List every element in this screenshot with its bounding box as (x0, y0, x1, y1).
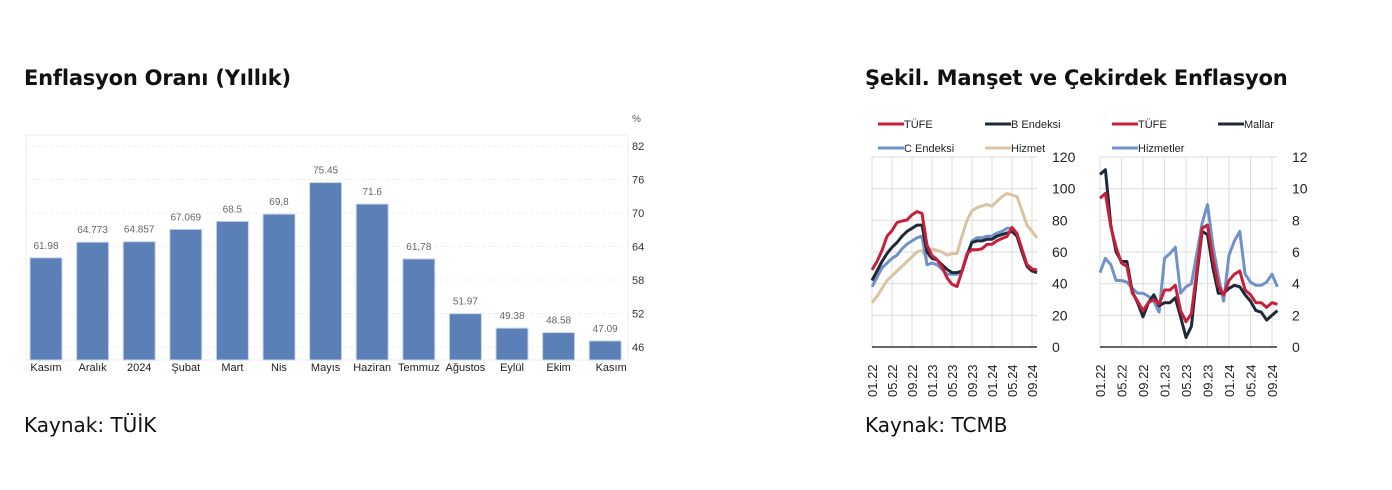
x-tick-label: 09.23 (1201, 364, 1216, 397)
x-tick-label: 01.24 (985, 364, 1000, 397)
x-tick-label: Temmuz (398, 362, 440, 374)
bar-value-label: 47.09 (593, 324, 618, 335)
legend-label: B Endeksi (1011, 119, 1061, 131)
x-tick-label: Nis (271, 362, 287, 374)
y-tick-label: 100 (1052, 181, 1076, 197)
y-tick-label: 6 (1292, 244, 1300, 260)
bar-value-label: 61,78 (406, 242, 431, 253)
legend-label: Mallar (1244, 119, 1274, 131)
x-tick-label: Mayıs (311, 362, 341, 374)
legend-label: C Endeksi (904, 143, 954, 155)
bar-value-label: 64.857 (124, 225, 155, 236)
y-tick-label: 82 (632, 141, 644, 153)
x-tick-label: 05.22 (1115, 364, 1130, 397)
x-tick-label: Ekim (546, 362, 570, 374)
bar-value-label: 71.6 (362, 187, 382, 198)
bar-value-label: 64.773 (77, 225, 108, 236)
legend-label: Hizmet (1011, 143, 1045, 155)
x-tick-label: 01.23 (925, 364, 940, 397)
x-tick-label: Mart (221, 362, 243, 374)
y-tick-label: 12 (1292, 149, 1308, 165)
x-tick-label: 01.22 (865, 364, 880, 397)
x-tick-label: 09.24 (1265, 364, 1280, 397)
left-source: Kaynak: TÜİK (24, 413, 157, 437)
x-tick-label: 2024 (127, 362, 151, 374)
y-tick-label: 60 (1052, 244, 1068, 260)
x-tick-label: Aralık (79, 362, 108, 374)
bar-value-label: 75.45 (313, 166, 338, 177)
x-tick-label: 05.24 (1244, 364, 1259, 397)
series-line (870, 226, 1038, 288)
bar-value-label: 49.38 (499, 311, 524, 322)
bar (76, 241, 110, 361)
bar (215, 220, 249, 361)
y-tick-label: 20 (1052, 307, 1068, 323)
x-tick-label: 05.23 (945, 364, 960, 397)
bar (122, 241, 156, 361)
y-tick-label: 52 (632, 309, 644, 321)
y-tick-label: 40 (1052, 276, 1068, 292)
x-tick-label: 05.24 (1005, 364, 1020, 397)
y-tick-label: 64 (632, 242, 644, 254)
series-line (870, 210, 1038, 288)
y-tick-label: 0 (1292, 339, 1300, 355)
y-tick-label: 2 (1292, 307, 1300, 323)
x-tick-label: Şubat (171, 362, 200, 374)
y-tick-label: 76 (632, 175, 644, 187)
x-tick-label: 01.22 (1093, 364, 1108, 397)
legend-label: TÜFE (1138, 119, 1167, 131)
bar-value-label: 68.5 (223, 204, 243, 215)
legend-label: Hizmetler (1138, 143, 1185, 155)
y-tick-label: 70 (632, 208, 644, 220)
y-tick-label: 46 (632, 342, 644, 354)
series-line (870, 191, 1039, 304)
bar-value-label: 67.069 (171, 212, 202, 223)
bar-value-label: 61.98 (33, 241, 58, 252)
x-tick-label: 09.22 (905, 364, 920, 397)
bar (29, 257, 63, 361)
x-tick-label: Eylül (500, 362, 524, 374)
x-tick-label: 09.22 (1136, 364, 1151, 397)
x-tick-label: 01.23 (1158, 364, 1173, 397)
bar (448, 313, 482, 361)
bar-value-label: 69,8 (269, 197, 289, 208)
y-tick-label: 80 (1052, 212, 1068, 228)
bar-value-label: 51.97 (453, 297, 478, 308)
right-source: Kaynak: TCMB (865, 413, 1008, 437)
x-tick-label: Haziran (353, 362, 391, 374)
bar (542, 332, 576, 361)
left-chart-title: Enflasyon Oranı (Yıllık) (24, 66, 291, 90)
x-tick-label: Kasım (596, 362, 627, 374)
y-tick-label: 10 (1292, 181, 1308, 197)
legend-label: TÜFE (904, 119, 933, 131)
bar (495, 327, 529, 361)
x-tick-label: Kasım (30, 362, 61, 374)
bar (588, 340, 622, 361)
x-tick-label: 09.24 (1025, 364, 1040, 397)
x-tick-label: 05.23 (1179, 364, 1194, 397)
right-chart-title: Şekil. Manşet ve Çekirdek Enflasyon (865, 66, 1288, 90)
series-line (1099, 191, 1278, 324)
bar (169, 228, 203, 361)
bar (402, 258, 436, 361)
y-tick-label: 4 (1292, 276, 1300, 292)
y-tick-label: 8 (1292, 212, 1300, 228)
x-tick-label: 05.22 (885, 364, 900, 397)
y-tick-label: 0 (1052, 339, 1060, 355)
bar (309, 182, 343, 361)
bar-value-label: 48.58 (546, 316, 571, 327)
x-tick-label: 09.23 (965, 364, 980, 397)
y-tick-label: 120 (1052, 149, 1076, 165)
y-tick-label: 58 (632, 275, 644, 287)
x-tick-label: 01.24 (1222, 364, 1237, 397)
bar (355, 203, 389, 361)
x-tick-label: Ağustos (446, 362, 486, 374)
bar (262, 213, 296, 361)
unit-label: % (632, 114, 641, 125)
